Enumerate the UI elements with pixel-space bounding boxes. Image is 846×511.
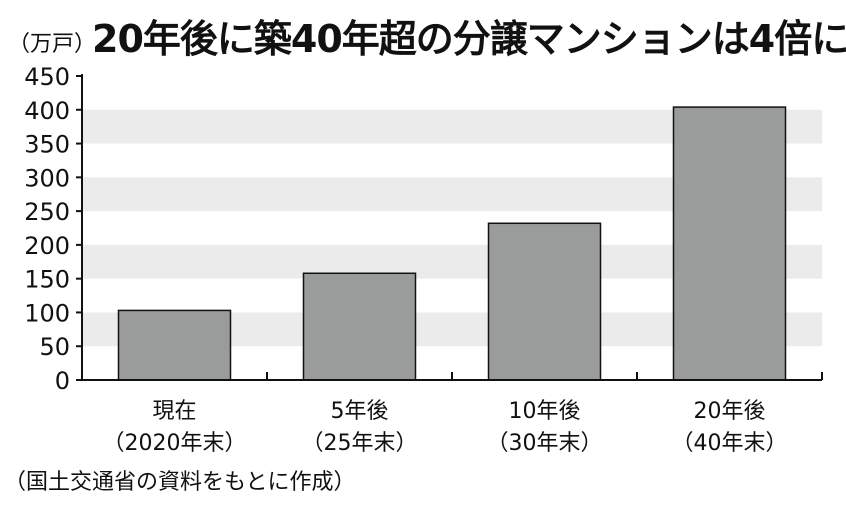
bar xyxy=(672,106,787,381)
y-tick-label: 0 xyxy=(55,367,70,395)
x-category-label: 20年後 xyxy=(694,399,766,424)
y-tick-label: 250 xyxy=(24,198,70,226)
y-tick-label: 100 xyxy=(24,299,70,327)
x-category-label: 10年後 xyxy=(509,399,581,424)
y-tick-label: 150 xyxy=(24,266,70,294)
y-tick-label: 450 xyxy=(24,63,70,91)
x-category-labels: 現在 （2020年末） 5年後 （25年末） 10年後 （30年末） 20年後 （40年末） xyxy=(103,399,788,456)
y-tick-label: 400 xyxy=(24,97,70,125)
x-category-label: 現在 xyxy=(152,399,196,424)
axes xyxy=(76,74,823,381)
bar xyxy=(117,309,232,381)
x-category-label: （2020年末） xyxy=(103,431,247,456)
bar xyxy=(487,222,602,381)
x-category-label: （30年末） xyxy=(487,431,603,456)
y-axis-unit-label: （万戸） xyxy=(8,32,97,57)
y-tick-label: 300 xyxy=(24,164,70,192)
chart-title: 20年後に築40年超の分譲マンションは4倍に xyxy=(92,17,846,61)
y-tick-label: 350 xyxy=(24,131,70,159)
bars xyxy=(117,106,787,381)
x-category-label: 5年後 xyxy=(331,399,389,424)
y-tick-labels: 0 50 100 150 200 250 300 350 400 450 xyxy=(24,63,70,395)
y-tick-label: 50 xyxy=(39,333,70,361)
bar xyxy=(302,272,417,381)
y-tick-label: 200 xyxy=(24,232,70,260)
x-category-label: （25年末） xyxy=(302,431,418,456)
x-category-label: （40年末） xyxy=(672,431,788,456)
source-note: （国土交通省の資料をもとに作成） xyxy=(4,470,356,495)
